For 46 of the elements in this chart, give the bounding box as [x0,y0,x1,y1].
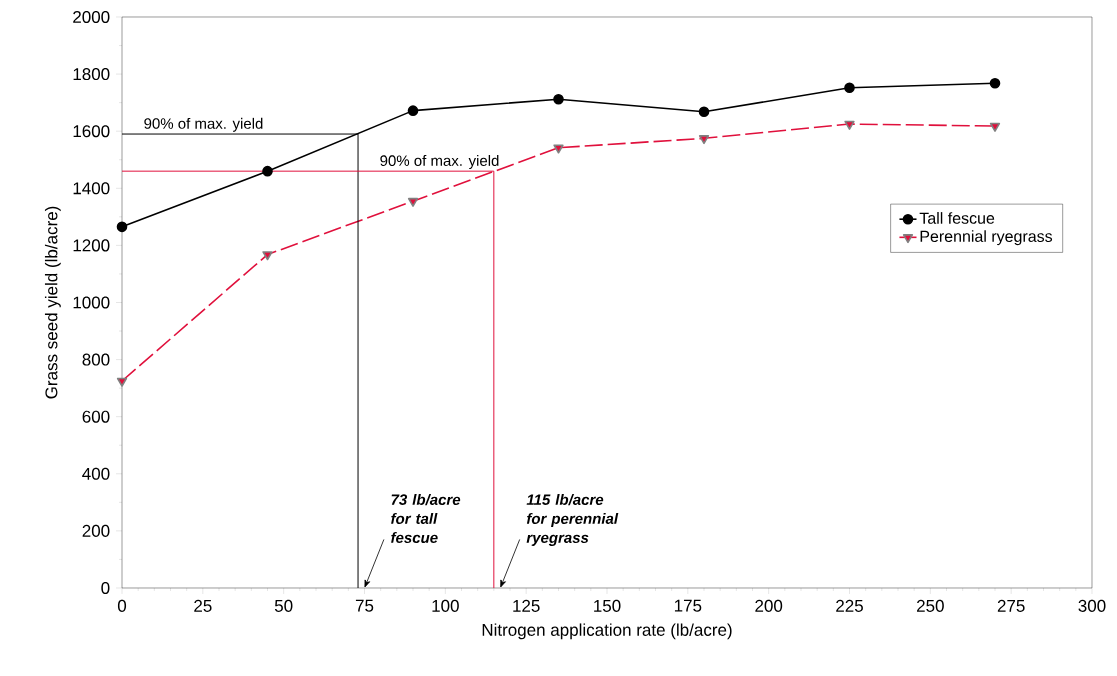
x-tick-label: 75 [355,599,374,612]
x-tick-label: 225 [836,599,863,612]
point [407,105,419,116]
legend-label: Tall fescue [919,212,995,224]
y-tick-label: 400 [82,467,110,480]
x-tick-label: 250 [917,599,944,612]
x-tick-label: 275 [997,599,1025,612]
y-tick-label: 1200 [73,239,110,252]
annotation: 73 lb/acre for tall fescue [391,493,461,543]
y-tick-label: 1800 [73,68,110,81]
x-axis-title: Nitrogen application rate (lb/acre) [482,623,732,640]
point [553,144,564,154]
x-tick-label: 50 [274,599,293,612]
x-tick-label: 0 [117,599,127,612]
x-tick-label: 300 [1078,599,1106,612]
y-tick-label: 1600 [73,125,110,138]
point [262,251,273,261]
point [698,135,710,145]
y-axis-title: Grass seed yield (lb/acre) [44,206,61,399]
point [844,82,855,94]
legend-label: Perennial ryegrass [920,230,1053,246]
y-tick-label: 600 [82,410,110,423]
annotation: 115 lb/acre for perennial ryegrass [526,493,619,546]
x-tick-label: 200 [755,599,783,612]
y-tick-label: 1000 [73,296,110,309]
point [698,106,710,118]
y-tick-label: 1400 [73,182,110,195]
point [116,377,128,387]
annotation: 90% of max. yield [380,154,499,169]
point [844,120,855,130]
x-tick-label: 100 [432,599,459,612]
point [989,77,1001,89]
point [262,165,273,177]
point [116,221,128,233]
point [407,197,419,207]
x-tick-label: 125 [513,599,540,612]
x-tick-label: 150 [594,599,621,612]
x-tick-label: 25 [194,599,212,612]
y-tick-label: 800 [82,353,110,366]
y-tick-label: 0 [101,581,110,595]
x-tick-label: 175 [674,599,702,612]
point [989,122,1001,132]
y-tick-label: 200 [82,524,110,537]
annotation: 90% of max. yield [144,117,263,132]
point [553,93,564,105]
y-tick-label: 2000 [73,10,110,24]
